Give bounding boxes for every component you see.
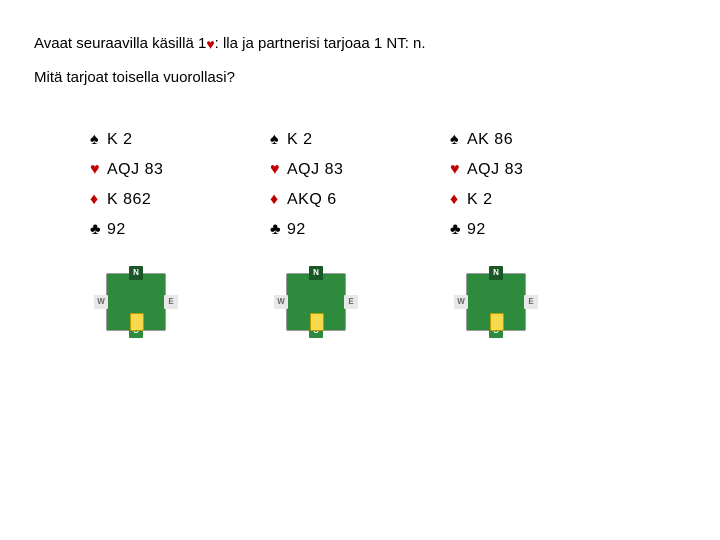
- seat-north: N: [309, 266, 323, 280]
- bridge-table: N S W E: [90, 265, 182, 339]
- hand-column: ♠K 2 ♥AQJ 83 ♦AKQ 6 ♣92 N S W E: [270, 125, 450, 339]
- club-icon: ♣: [90, 215, 106, 245]
- seat-north: N: [489, 266, 503, 280]
- spade-row: ♠AK 86: [450, 125, 630, 155]
- spade-icon: ♠: [450, 125, 466, 155]
- diamond-row: ♦AKQ 6: [270, 185, 450, 215]
- heart-cards: AQJ 83: [286, 161, 343, 178]
- diamond-cards: K 862: [106, 191, 151, 208]
- club-icon: ♣: [450, 215, 466, 245]
- spade-cards: AK 86: [466, 131, 513, 148]
- spade-icon: ♠: [90, 125, 106, 155]
- hand-columns: ♠K 2 ♥AQJ 83 ♦K 862 ♣92 N S W E: [34, 125, 686, 339]
- dealer-marker: [490, 313, 504, 331]
- dealer-marker: [130, 313, 144, 331]
- club-row: ♣92: [450, 215, 630, 245]
- intro-prefix: Avaat seuraavilla käsillä 1: [34, 35, 206, 52]
- heart-cards: AQJ 83: [106, 161, 163, 178]
- diamond-icon: ♦: [270, 185, 286, 215]
- bridge-table: N S W E: [450, 265, 542, 339]
- bridge-table: N S W E: [270, 265, 362, 339]
- diamond-icon: ♦: [450, 185, 466, 215]
- heart-row: ♥AQJ 83: [450, 155, 630, 185]
- diamond-cards: K 2: [466, 191, 493, 208]
- seat-west: W: [454, 295, 468, 309]
- dealer-marker: [310, 313, 324, 331]
- heart-icon: ♥: [270, 155, 286, 185]
- diamond-row: ♦K 2: [450, 185, 630, 215]
- spade-row: ♠K 2: [270, 125, 450, 155]
- club-row: ♣92: [90, 215, 270, 245]
- heart-icon: ♥: [450, 155, 466, 185]
- spade-cards: K 2: [286, 131, 313, 148]
- club-row: ♣92: [270, 215, 450, 245]
- seat-east: E: [164, 295, 178, 309]
- seat-east: E: [524, 295, 538, 309]
- heart-row: ♥AQJ 83: [270, 155, 450, 185]
- heart-icon: ♥: [90, 155, 106, 185]
- heart-cards: AQJ 83: [466, 161, 523, 178]
- club-cards: 92: [106, 221, 126, 238]
- spade-row: ♠K 2: [90, 125, 270, 155]
- diamond-icon: ♦: [90, 185, 106, 215]
- hand-column: ♠K 2 ♥AQJ 83 ♦K 862 ♣92 N S W E: [90, 125, 270, 339]
- question-text: Mitä tarjoat toisella vuorollasi?: [34, 68, 686, 88]
- diamond-cards: AKQ 6: [286, 191, 337, 208]
- seat-north: N: [129, 266, 143, 280]
- page: Avaat seuraavilla käsillä 1♥: lla ja par…: [0, 0, 720, 339]
- club-cards: 92: [286, 221, 306, 238]
- seat-east: E: [344, 295, 358, 309]
- spade-cards: K 2: [106, 131, 133, 148]
- seat-west: W: [94, 295, 108, 309]
- spade-icon: ♠: [270, 125, 286, 155]
- diamond-row: ♦K 862: [90, 185, 270, 215]
- heart-icon: ♥: [206, 36, 214, 52]
- club-cards: 92: [466, 221, 486, 238]
- hand-column: ♠AK 86 ♥AQJ 83 ♦K 2 ♣92 N S W E: [450, 125, 630, 339]
- intro-text: Avaat seuraavilla käsillä 1♥: lla ja par…: [34, 34, 686, 54]
- intro-suffix: : lla ja partnerisi tarjoaa 1 NT: n.: [215, 35, 426, 52]
- heart-row: ♥AQJ 83: [90, 155, 270, 185]
- seat-west: W: [274, 295, 288, 309]
- club-icon: ♣: [270, 215, 286, 245]
